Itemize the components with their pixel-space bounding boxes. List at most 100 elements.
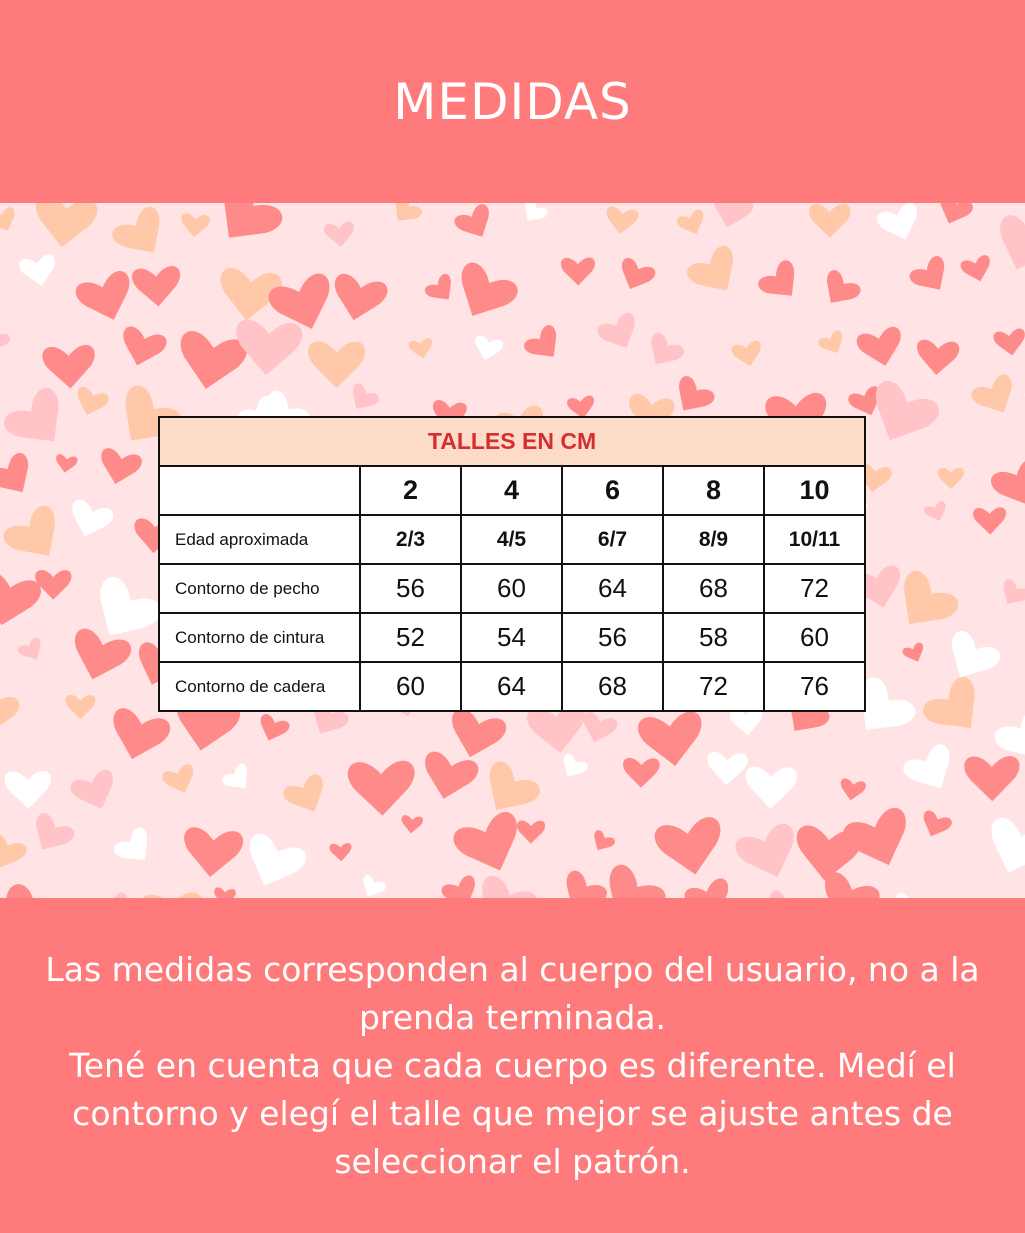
size-header: 10 <box>763 465 866 516</box>
heart-icon <box>180 331 247 389</box>
heart-icon <box>260 714 290 741</box>
heart-icon <box>583 711 618 743</box>
footer-banner: Las medidas corresponden al cuerpo del u… <box>0 898 1025 1233</box>
cell: 6/7 <box>561 514 664 565</box>
heart-icon <box>453 812 517 871</box>
heart-icon <box>70 769 113 809</box>
heart-icon <box>0 690 20 733</box>
heart-icon <box>731 340 761 367</box>
heart-icon <box>843 807 906 866</box>
heart-icon <box>623 757 660 788</box>
heart-icon <box>903 744 950 789</box>
heart-icon <box>181 213 210 238</box>
heart-icon <box>594 830 615 851</box>
heart-icon <box>770 890 802 898</box>
table-header-row: 2 4 6 8 10 <box>158 465 866 516</box>
heart-icon <box>482 876 538 898</box>
heart-icon <box>114 827 148 861</box>
heart-icon <box>527 703 585 753</box>
footer-note: Tené en cuenta que cada cuerpo es difere… <box>69 1046 956 1181</box>
heart-icon <box>524 325 557 357</box>
cell: 4/5 <box>460 514 563 565</box>
table-row: Contorno de cadera 60 64 68 72 76 <box>158 661 866 712</box>
cell: 72 <box>662 661 765 712</box>
heart-icon <box>236 319 303 376</box>
heart-icon <box>162 764 194 793</box>
heart-icon <box>249 833 306 886</box>
heart-icon <box>220 268 282 321</box>
heart-icon <box>973 507 1007 535</box>
heart-icon <box>687 246 733 291</box>
heart-icon <box>964 756 1020 802</box>
heart-icon <box>0 207 15 231</box>
heart-icon <box>101 448 142 485</box>
size-header: 6 <box>561 465 664 516</box>
cell: 68 <box>561 661 664 712</box>
cell: 72 <box>763 563 866 614</box>
heart-icon <box>861 677 916 730</box>
heart-icon <box>937 467 964 490</box>
size-header: 8 <box>662 465 765 516</box>
heart-icon <box>952 630 1000 677</box>
heart-icon <box>679 376 715 411</box>
heart-icon <box>19 254 55 286</box>
heart-icon <box>597 313 635 349</box>
heart-icon <box>729 707 763 736</box>
heart-icon <box>1020 499 1025 549</box>
heart-icon <box>0 571 41 626</box>
heart-icon <box>758 260 795 296</box>
cell: 58 <box>662 612 765 663</box>
heart-icon <box>77 386 109 415</box>
cell: 56 <box>359 563 462 614</box>
heart-icon <box>461 262 518 316</box>
heart-icon <box>17 637 41 660</box>
heart-icon <box>566 870 607 898</box>
heart-icon <box>112 206 160 253</box>
cell: 10/11 <box>763 514 866 565</box>
heart-icon <box>637 711 702 766</box>
heart-icon <box>848 386 880 416</box>
heart-icon <box>56 454 78 473</box>
heart-icon <box>324 221 354 247</box>
heart-icon <box>994 707 1025 758</box>
heart-icon <box>516 820 546 844</box>
heart-icon <box>654 817 721 875</box>
heart-icon <box>684 878 729 898</box>
heart-icon <box>475 335 504 361</box>
heart-icon <box>525 203 548 221</box>
heart-icon <box>0 324 11 349</box>
heart-icon <box>960 255 990 282</box>
row-label: Edad aproximada <box>158 514 361 565</box>
size-header: 4 <box>460 465 563 516</box>
heart-icon <box>408 337 433 359</box>
heart-icon <box>329 842 352 862</box>
heart-icon <box>363 875 387 897</box>
heart-icon <box>75 270 130 320</box>
heart-icon <box>36 813 75 850</box>
cell: 52 <box>359 612 462 663</box>
heart-icon <box>4 770 51 809</box>
heart-icon <box>917 339 960 375</box>
heart-icon <box>923 501 946 521</box>
heart-icon <box>35 203 98 248</box>
table-title: TALLES EN CM <box>158 416 866 467</box>
heart-icon <box>214 887 236 898</box>
heart-icon <box>424 273 451 300</box>
cell: 54 <box>460 612 563 663</box>
row-label: Contorno de cintura <box>158 612 361 663</box>
page-title: MEDIDAS <box>393 72 632 131</box>
heart-icon <box>395 203 422 221</box>
heart-icon <box>567 395 594 419</box>
heart-icon <box>268 273 330 329</box>
heart-icon <box>432 399 467 429</box>
heart-icon <box>904 570 959 625</box>
heart-icon <box>489 761 540 810</box>
heart-icon <box>651 332 684 365</box>
heart-icon <box>100 576 162 636</box>
heart-icon <box>334 273 388 321</box>
heart-icon <box>75 628 132 680</box>
heart-icon <box>808 204 851 238</box>
empty-header-cell <box>158 465 361 516</box>
cell: 2/3 <box>359 514 462 565</box>
footer-note: Las medidas corresponden al cuerpo del u… <box>45 950 980 1037</box>
